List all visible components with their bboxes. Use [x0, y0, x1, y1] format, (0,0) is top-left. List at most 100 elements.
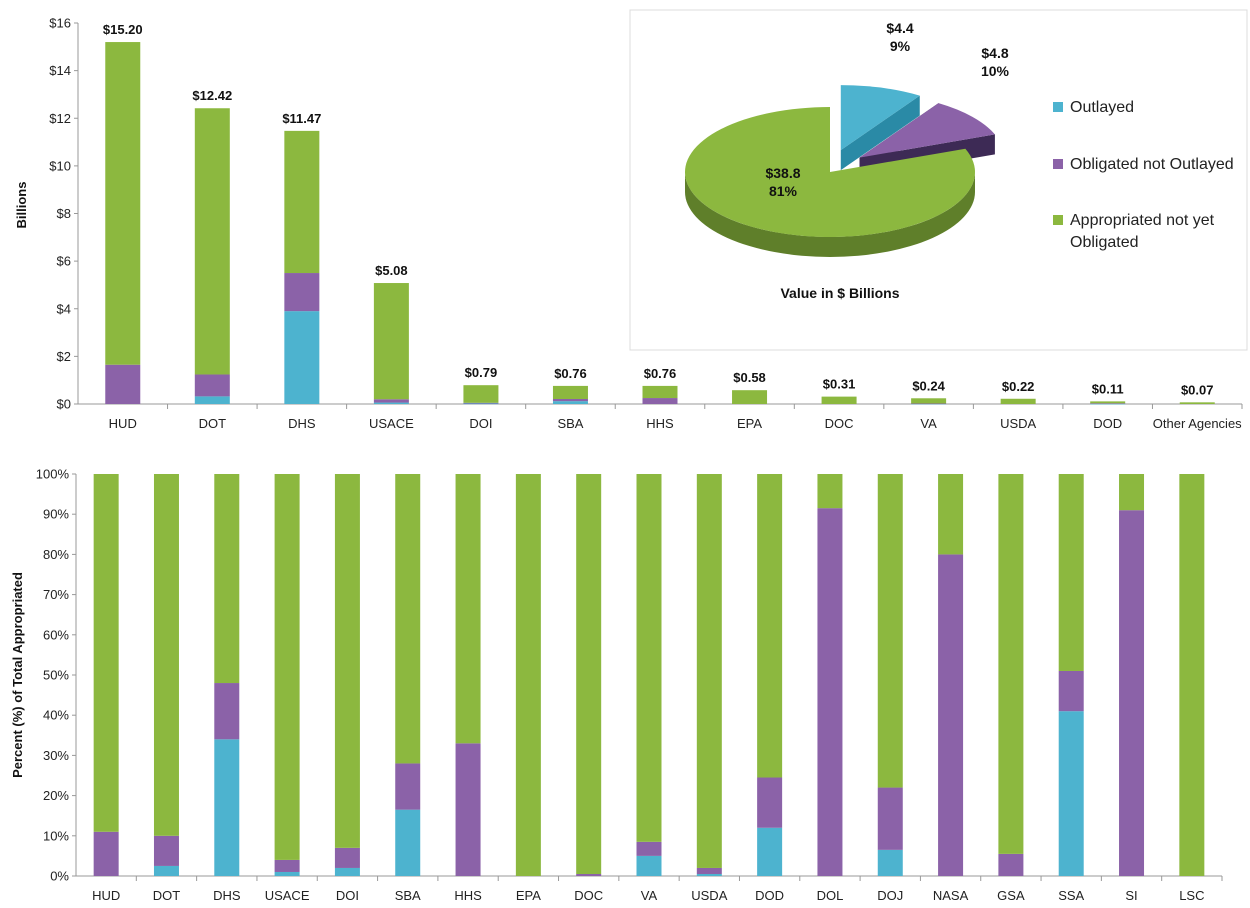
bar-epa-appropriated-not-yet-obligated	[732, 390, 768, 404]
pie-wall-outlayed	[840, 95, 920, 171]
bar-dhs-obligated-not-outlayed	[284, 273, 320, 312]
bar-dot-obligated-not-outlayed	[194, 374, 230, 397]
bar-usace-obligated-not-outlayed	[373, 399, 409, 403]
bar-ssa-outlayed	[1058, 711, 1084, 876]
bar-dod-outlayed	[757, 827, 783, 876]
pie-slice-outlayed	[840, 85, 920, 151]
bar-usace-appropriated-not-yet-obligated	[373, 283, 409, 400]
x-tick-label-hud: HUD	[109, 416, 137, 431]
x-tick-label-doi: DOI	[336, 888, 359, 903]
bar-dot-outlayed	[194, 396, 230, 404]
bar-dol-appropriated-not-yet-obligated	[817, 474, 843, 509]
y-tick-label: $4	[57, 301, 71, 316]
bar-other-agencies-appropriated-not-yet-obligated	[1179, 402, 1215, 404]
bar-si-obligated-not-outlayed	[1119, 510, 1145, 876]
data-label-epa: $0.58	[733, 370, 766, 385]
x-tick-label-dod: DOD	[755, 888, 784, 903]
pie-title: Value in $ Billions	[780, 285, 899, 301]
bar-dod-outlayed	[1090, 403, 1126, 405]
x-tick-label-usda: USDA	[1000, 416, 1036, 431]
x-tick-label-va: VA	[641, 888, 658, 903]
bar-ssa-appropriated-not-yet-obligated	[1058, 474, 1084, 671]
bar-gsa-obligated-not-outlayed	[998, 853, 1024, 876]
legend-label-obligated-not-outlayed: Obligated not Outlayed	[1070, 156, 1234, 173]
bottom-chart-axis: 0% 10% 20% 30% 40% 50% 60% 70% 80% 90% 100% HUD DOT D…	[36, 467, 1223, 903]
bar-nasa-obligated-not-outlayed	[938, 554, 964, 876]
legend-swatch-outlayed	[1053, 102, 1063, 112]
bar-va-obligated-not-outlayed	[636, 841, 662, 856]
bar-dot-appropriated-not-yet-obligated	[194, 108, 230, 375]
bar-hhs-obligated-not-outlayed	[455, 743, 481, 876]
x-tick-label-dhs: DHS	[213, 888, 241, 903]
bar-doc-obligated-not-outlayed	[576, 873, 602, 876]
bar-usda-outlayed	[696, 873, 722, 876]
y-tick-label: $16	[49, 16, 71, 31]
x-tick-label-va: VA	[920, 416, 937, 431]
y-tick-label: $12	[49, 111, 71, 126]
bar-sba-appropriated-not-yet-obligated	[395, 474, 421, 764]
bar-va-appropriated-not-yet-obligated	[911, 398, 947, 404]
y-tick-label: $2	[57, 349, 71, 364]
pie-pct-label-outlayed: 9%	[890, 38, 911, 54]
bar-sba-obligated-not-outlayed	[552, 398, 588, 402]
bar-hhs-appropriated-not-yet-obligated	[642, 385, 678, 399]
y-tick-label: $6	[57, 254, 71, 269]
bar-va-obligated-not-outlayed	[911, 403, 947, 405]
x-tick-label-lsc: LSC	[1179, 888, 1204, 903]
legend-label-appropriated-not-yet-obligated: Appropriated not yet	[1070, 212, 1215, 229]
x-tick-label-dol: DOL	[817, 888, 844, 903]
x-tick-label-ssa: SSA	[1058, 888, 1084, 903]
x-tick-label-usace: USACE	[265, 888, 310, 903]
bar-doc-appropriated-not-yet-obligated	[576, 474, 602, 874]
y-tick-label: 80%	[43, 547, 69, 562]
x-tick-label-usace: USACE	[369, 416, 414, 431]
x-tick-label-epa: EPA	[516, 888, 541, 903]
x-tick-label-gsa: GSA	[997, 888, 1025, 903]
x-tick-label-nasa: NASA	[933, 888, 969, 903]
bar-dot-obligated-not-outlayed	[153, 835, 179, 866]
x-tick-label-dot: DOT	[199, 416, 227, 431]
pie-value-label-outlayed: $4.4	[886, 20, 913, 36]
bar-hhs-obligated-not-outlayed	[642, 398, 678, 404]
bottom-chart-bars	[93, 474, 1205, 876]
bar-doi-obligated-not-outlayed	[334, 847, 360, 868]
bar-hud-appropriated-not-yet-obligated	[105, 42, 141, 365]
data-label-usda: $0.22	[1002, 379, 1035, 394]
bar-gsa-appropriated-not-yet-obligated	[998, 474, 1024, 854]
bar-doj-outlayed	[877, 849, 903, 876]
bar-doi-obligated-not-outlayed	[463, 402, 499, 404]
data-label-va: $0.24	[912, 378, 945, 393]
pie-chart: $4.4 9% $4.8 10% $38.8 81%	[685, 20, 1010, 257]
y-tick-label: 20%	[43, 788, 69, 803]
x-tick-label-sba: SBA	[557, 416, 583, 431]
bar-doj-obligated-not-outlayed	[877, 787, 903, 850]
legend-swatch-obligated-not-outlayed	[1053, 159, 1063, 169]
x-tick-label-doc: DOC	[574, 888, 603, 903]
bar-doi-outlayed	[463, 403, 499, 405]
bar-si-appropriated-not-yet-obligated	[1119, 474, 1145, 511]
x-tick-label-sba: SBA	[395, 888, 421, 903]
data-label-usace: $5.08	[375, 263, 408, 278]
bar-doc-appropriated-not-yet-obligated	[821, 396, 857, 404]
x-tick-label-dod: DOD	[1093, 416, 1122, 431]
bar-dhs-obligated-not-outlayed	[214, 683, 240, 740]
top-y-axis-title: Billions	[14, 182, 29, 229]
bar-sba-appropriated-not-yet-obligated	[552, 385, 588, 399]
bar-ssa-obligated-not-outlayed	[1058, 670, 1084, 712]
bar-dod-appropriated-not-yet-obligated	[1090, 401, 1126, 404]
data-label-sba: $0.76	[554, 366, 587, 381]
y-tick-label: 90%	[43, 507, 69, 522]
pie-pct-label-obligated-not-outlayed: 10%	[981, 63, 1010, 79]
x-tick-label-epa: EPA	[737, 416, 762, 431]
data-label-dod: $0.11	[1092, 381, 1124, 396]
bar-dod-appropriated-not-yet-obligated	[757, 474, 783, 778]
pie-value-label-appropriated-not-yet-obligated: $38.8	[765, 165, 800, 181]
legend-label-appropriated-not-yet-obligated-cont: Obligated	[1070, 234, 1139, 251]
y-tick-label: 60%	[43, 627, 69, 642]
bar-lsc-appropriated-not-yet-obligated	[1179, 474, 1205, 876]
y-tick-label: 70%	[43, 587, 69, 602]
bar-dod-obligated-not-outlayed	[1090, 403, 1126, 404]
y-tick-label: $8	[57, 206, 71, 221]
